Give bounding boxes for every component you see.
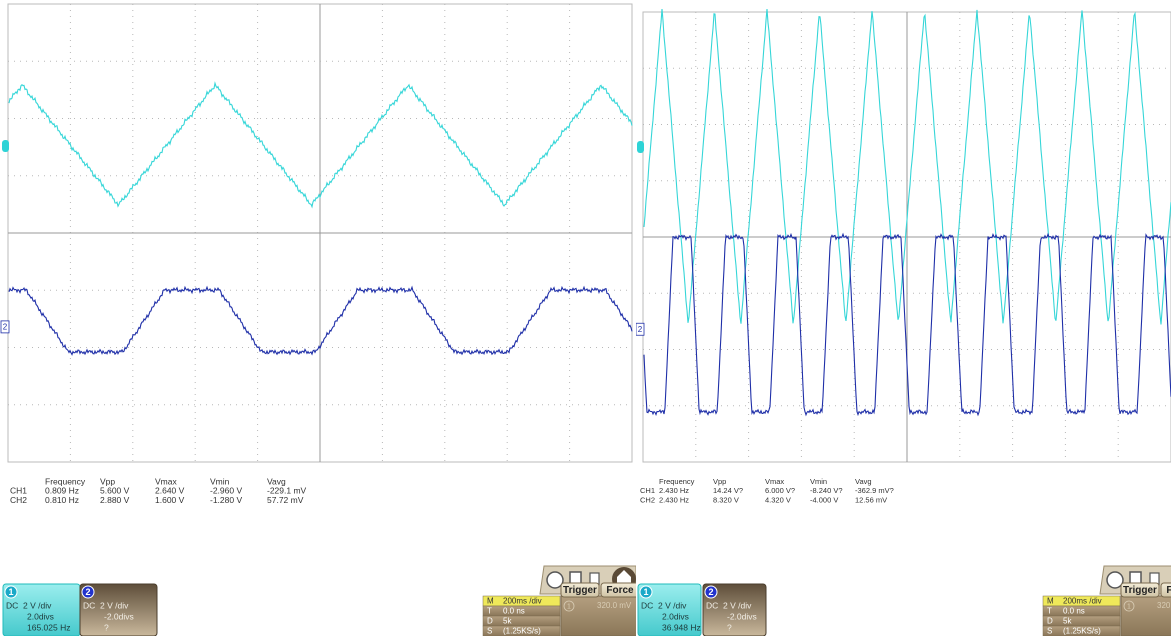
timebase-value: 0.0 ns <box>1063 607 1085 616</box>
trigger-button-label: Trigger <box>563 585 597 596</box>
measure-value: 0.810 Hz <box>45 495 79 505</box>
timebase-value: 5k <box>1063 617 1072 626</box>
measure-value: 8.320 V <box>713 495 739 504</box>
measure-channel: CH2 <box>10 495 27 505</box>
measure-channel: CH1 <box>640 486 655 495</box>
channel-coupling: DC <box>641 600 653 610</box>
measure-value: 2.880 V <box>100 495 130 505</box>
channel-number: 2 <box>85 587 90 597</box>
measure-value: -362.9 mV? <box>855 486 894 495</box>
timebase-value: 0.0 ns <box>503 607 525 616</box>
channel-number: 1 <box>8 587 13 597</box>
measure-header: Vpp <box>713 477 726 486</box>
measure-value: -4.000 V <box>810 495 838 504</box>
channel-box[interactable]: 2 DC 2 V /div-2.0divs? <box>80 584 157 636</box>
timebase-value: 200ms /div <box>503 597 542 606</box>
ch1-marker <box>2 140 9 152</box>
channel-scale: 2 V /div <box>658 600 687 610</box>
channel-frequency: 165.025 Hz <box>27 622 70 632</box>
timebase-key: D <box>1047 617 1053 626</box>
measure-value: -2.960 V <box>210 485 242 495</box>
measure-value: 57.72 mV <box>267 495 304 505</box>
measure-header: Vmax <box>765 477 784 486</box>
measure-channel: CH2 <box>640 495 655 504</box>
trigger-level: 320.0 mV <box>597 601 632 610</box>
timebase-key: T <box>487 607 492 616</box>
timebase-key: S <box>487 627 492 636</box>
channel-scale: 2 V /div <box>23 600 52 610</box>
channel-offset: -2.0divs <box>727 611 757 621</box>
measure-value: -1.280 V <box>210 495 242 505</box>
channel-scale: 2 V /div <box>723 600 752 610</box>
measure-value: -8.240 V? <box>810 486 843 495</box>
timebase-value: (1.25KS/s) <box>1063 627 1101 636</box>
measure-value: 1.600 V <box>155 495 185 505</box>
measure-value: 5.600 V <box>100 485 130 495</box>
timebase-row[interactable] <box>483 616 560 626</box>
timebase-value: (1.25KS/s) <box>503 627 541 636</box>
measure-value: 2.430 Hz <box>659 486 689 495</box>
channel-number: 2 <box>708 587 713 597</box>
measure-value: -229.1 mV <box>267 485 307 495</box>
timebase-row[interactable] <box>1043 616 1120 626</box>
timebase-key: M <box>1047 597 1054 606</box>
channel-box[interactable]: 2 DC 2 V /div-2.0divs? <box>703 584 766 636</box>
scope-screen: 2 Frequency Vpp Vmax Vmin Vavg CH1 2.430 Hz 14.2… <box>636 0 1171 636</box>
timebase-key: D <box>487 617 493 626</box>
measure-value: 0.809 Hz <box>45 485 79 495</box>
measure-value: 4.320 V <box>765 495 791 504</box>
channel-offset: 2.0divs <box>662 611 689 621</box>
trigger-button-label: Trigger <box>1123 585 1157 596</box>
measure-header: Frequency <box>659 477 695 486</box>
timebase-key: T <box>1047 607 1052 616</box>
channel-frequency: ? <box>104 622 109 632</box>
timebase-value: 5k <box>503 617 512 626</box>
channel-number: 1 <box>643 587 648 597</box>
channel-offset: 2.0divs <box>27 611 54 621</box>
trigger-level: 320.0 mV <box>1157 601 1171 610</box>
channel-scale: 2 V /div <box>100 600 129 610</box>
trigger-button-label: Force <box>606 585 634 596</box>
channel-offset: -2.0divs <box>104 611 134 621</box>
timebase-key: M <box>487 597 494 606</box>
trigger-source: 1 <box>1127 603 1131 610</box>
page: 2 Frequency Vpp Vmax Vmin Vavg CH1 0.809 Hz 5.60… <box>0 0 1171 636</box>
channel-frequency: 36.948 Hz <box>662 622 701 632</box>
measure-header: Vavg <box>855 477 872 486</box>
trigger-source: 1 <box>567 603 571 610</box>
measure-channel: CH1 <box>10 485 27 495</box>
channel-coupling: DC <box>706 600 718 610</box>
ch2-marker-label: 2 <box>3 322 8 331</box>
timebase-key: S <box>1047 627 1052 636</box>
ch1-marker <box>637 141 644 153</box>
channel-frequency: ? <box>727 622 732 632</box>
timebase-value: 200ms /div <box>1063 597 1102 606</box>
measure-value: 12.56 mV <box>855 495 887 504</box>
measure-value: 6.000 V? <box>765 486 795 495</box>
trigger-button-label: Force <box>1166 585 1171 596</box>
measure-value: 14.24 V? <box>713 486 743 495</box>
channel-coupling: DC <box>83 600 95 610</box>
channel-coupling: DC <box>6 600 18 610</box>
measure-header: Vmin <box>810 477 827 486</box>
measure-value: 2.430 Hz <box>659 495 689 504</box>
ch2-marker-label: 2 <box>638 325 643 334</box>
measure-value: 2.640 V <box>155 485 185 495</box>
